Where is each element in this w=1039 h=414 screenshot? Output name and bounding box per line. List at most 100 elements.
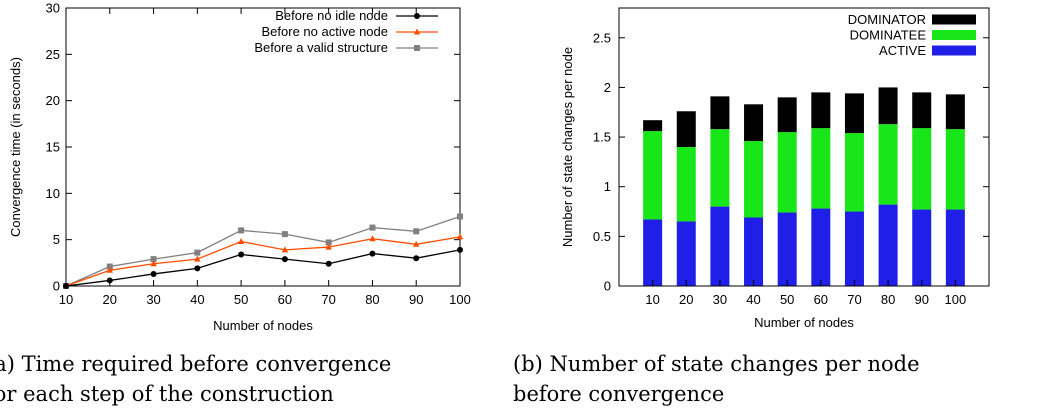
bar-segment bbox=[945, 129, 965, 210]
bar-segment bbox=[777, 132, 797, 213]
legend-label-a: Before a valid structure bbox=[254, 40, 388, 55]
legend-swatch-b bbox=[932, 14, 976, 25]
bar-segment bbox=[744, 141, 764, 218]
legend-label-a: Before no idle node bbox=[275, 8, 388, 23]
data-point bbox=[106, 263, 113, 270]
bar-segment bbox=[945, 209, 965, 286]
bar-segment bbox=[878, 124, 898, 205]
bar-segment bbox=[844, 93, 864, 134]
y-axis-label-b: Number of state changes per node bbox=[560, 47, 575, 247]
bar-segment bbox=[811, 208, 831, 286]
y-tick-label-b: 2 bbox=[604, 80, 611, 95]
series-line bbox=[65, 215, 461, 287]
x-tick-label-a: 70 bbox=[321, 292, 335, 307]
bar-segment bbox=[878, 87, 898, 125]
x-tick-label-b: 60 bbox=[814, 292, 828, 307]
legend-swatch-b bbox=[932, 45, 976, 56]
y-tick-label-b: 1 bbox=[604, 179, 611, 194]
data-point bbox=[106, 266, 113, 273]
x-tick-label-b: 50 bbox=[780, 292, 794, 307]
x-tick-label-b: 100 bbox=[945, 292, 967, 307]
legend-marker-a bbox=[413, 28, 421, 35]
y-tick-label-b: 0 bbox=[604, 279, 611, 294]
x-tick-label-b: 40 bbox=[746, 292, 760, 307]
bar-segment bbox=[676, 147, 696, 222]
x-tick-label-a: 20 bbox=[103, 292, 117, 307]
bar-segment bbox=[710, 129, 730, 207]
bar-segment bbox=[643, 219, 663, 286]
bar-segment bbox=[777, 212, 797, 286]
data-point bbox=[106, 277, 113, 284]
data-point bbox=[369, 224, 376, 231]
legend-label-b: DOMINATEE bbox=[850, 28, 927, 43]
data-point bbox=[194, 249, 201, 256]
bar-segment bbox=[811, 128, 831, 209]
y-tick-label-a: 20 bbox=[46, 93, 60, 108]
bar-segment bbox=[744, 217, 764, 286]
y-tick-label-a: 25 bbox=[46, 47, 60, 62]
x-axis-label-a: Number of nodes bbox=[213, 318, 313, 333]
y-tick-label-a: 0 bbox=[53, 279, 60, 294]
bar-segment bbox=[912, 209, 932, 286]
x-tick-label-a: 80 bbox=[365, 292, 379, 307]
y-axis-label-a: Convergence time (in seconds) bbox=[8, 57, 23, 237]
x-tick-label-a: 100 bbox=[449, 292, 471, 307]
series-line bbox=[65, 249, 461, 287]
x-tick-label-a: 60 bbox=[278, 292, 292, 307]
data-point bbox=[150, 270, 157, 277]
x-tick-label-b: 80 bbox=[881, 292, 895, 307]
bar-segment bbox=[710, 96, 730, 130]
bar-segment bbox=[676, 221, 696, 286]
x-tick-label-b: 10 bbox=[645, 292, 659, 307]
bar-segment bbox=[744, 104, 764, 142]
caption-b-line2: before convergence bbox=[513, 382, 725, 406]
data-point bbox=[238, 227, 245, 234]
caption-a-line2: for each step of the construction bbox=[0, 382, 334, 406]
x-tick-label-b: 70 bbox=[847, 292, 861, 307]
data-point bbox=[238, 251, 245, 258]
bar-segment bbox=[878, 204, 898, 286]
x-tick-label-b: 30 bbox=[713, 292, 727, 307]
data-point bbox=[194, 255, 201, 262]
legend-label-b: DOMINATOR bbox=[848, 12, 926, 27]
line-chart-convergence-time: 0 5 10 15 20 25 30 10 20 30 40 50 60 70 80 90 100 Number … bbox=[8, 1, 471, 334]
caption-b: (b) Number of state changes per node bef… bbox=[513, 349, 920, 409]
y-tick-label-a: 15 bbox=[46, 140, 60, 155]
x-tick-label-a: 30 bbox=[146, 292, 160, 307]
data-point bbox=[237, 238, 245, 245]
legend-label-a: Before no active node bbox=[262, 24, 388, 39]
data-point bbox=[456, 233, 464, 240]
x-tick-label-a: 50 bbox=[234, 292, 248, 307]
x-tick-label-a: 90 bbox=[409, 292, 423, 307]
data-point bbox=[63, 283, 69, 289]
bar-segment bbox=[643, 120, 663, 132]
y-tick-label-b: 1.5 bbox=[593, 130, 611, 145]
bar-segment bbox=[811, 92, 831, 129]
data-point bbox=[413, 228, 420, 235]
bar-segment bbox=[710, 206, 730, 286]
bar-segment bbox=[777, 97, 797, 133]
y-tick-label-b: 2.5 bbox=[593, 30, 611, 45]
caption-a: (a) Time required before convergence for… bbox=[0, 349, 391, 409]
data-point bbox=[457, 246, 463, 253]
x-tick-label-a: 40 bbox=[190, 292, 204, 307]
data-point bbox=[325, 260, 332, 267]
caption-b-line1: (b) Number of state changes per node bbox=[513, 352, 920, 376]
data-point bbox=[325, 239, 332, 246]
plot-frame-b bbox=[618, 7, 990, 287]
data-point bbox=[369, 250, 376, 257]
y-tick-label-a: 30 bbox=[46, 1, 60, 16]
bar-segment bbox=[912, 92, 932, 129]
x-tick-label-b: 90 bbox=[914, 292, 928, 307]
data-point bbox=[369, 235, 376, 242]
series-line bbox=[65, 236, 461, 287]
data-point bbox=[281, 256, 288, 263]
caption-a-line1: (a) Time required before convergence bbox=[0, 352, 392, 376]
data-point bbox=[413, 240, 420, 247]
bar-segment bbox=[676, 111, 696, 147]
bar-segment bbox=[945, 94, 965, 130]
data-point bbox=[281, 231, 288, 238]
legend-marker-a bbox=[414, 45, 420, 51]
legend-label-b: ACTIVE bbox=[879, 43, 926, 58]
